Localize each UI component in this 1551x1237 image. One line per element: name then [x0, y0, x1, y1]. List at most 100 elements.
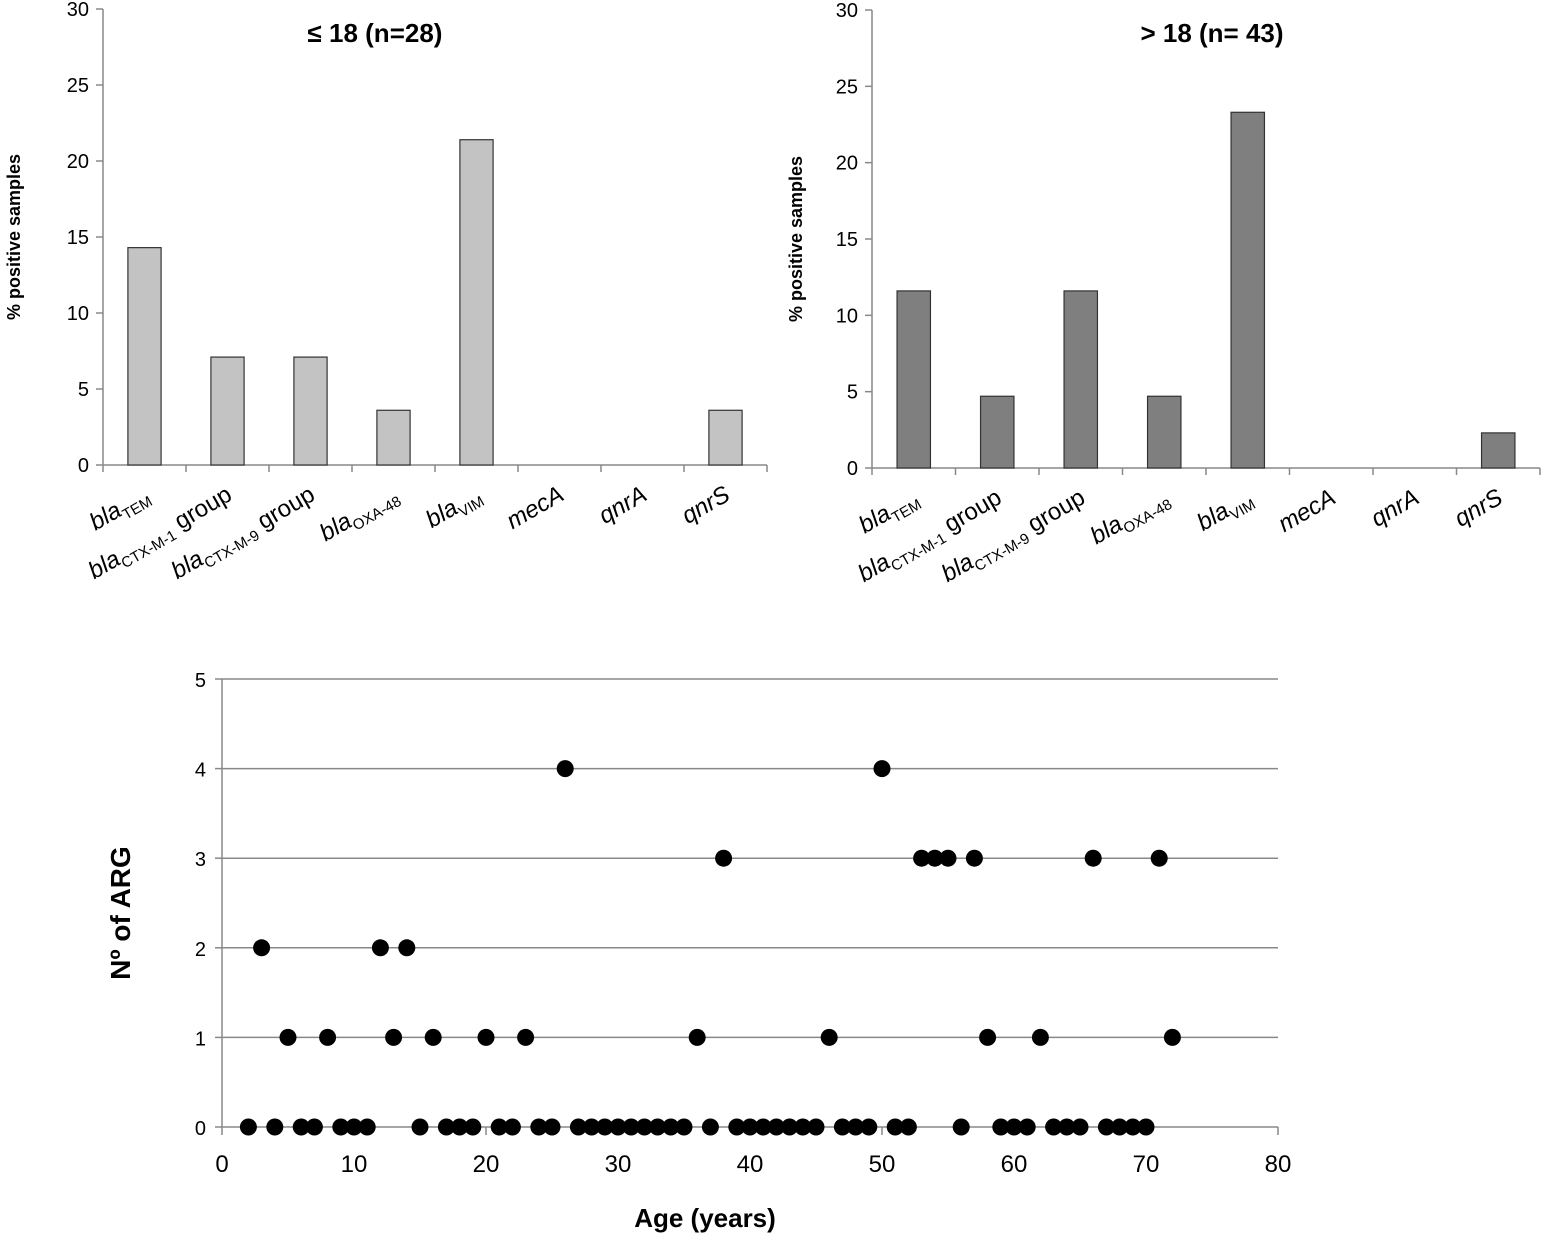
x-tick-label: 50 — [869, 1151, 896, 1178]
data-point — [662, 1118, 680, 1136]
category-suffix: group — [1017, 484, 1089, 541]
data-point — [1163, 1028, 1181, 1046]
data-point — [1071, 1118, 1089, 1136]
data-point — [913, 849, 931, 867]
x-tick-label: 20 — [473, 1151, 500, 1178]
data-point — [979, 1028, 997, 1046]
data-point — [583, 1118, 601, 1136]
x-tick-label: 70 — [1133, 1151, 1160, 1178]
data-point — [385, 1028, 403, 1046]
category-gene-name: bla — [937, 548, 978, 587]
data-point — [437, 1118, 455, 1136]
y-tick-label: 25 — [836, 76, 858, 98]
category-subscript: CTX-M-9 — [972, 530, 1033, 575]
x-tick-label: 10 — [341, 1151, 368, 1178]
data-point — [305, 1118, 323, 1136]
data-point — [424, 1028, 442, 1046]
data-point — [556, 760, 574, 778]
data-point — [517, 1028, 535, 1046]
data-point — [543, 1118, 561, 1136]
data-point — [1031, 1028, 1049, 1046]
x-tick-label: 60 — [1001, 1151, 1028, 1178]
bar — [210, 356, 245, 466]
data-point — [530, 1118, 548, 1136]
y-tick-label: 5 — [78, 379, 89, 401]
y-tick-label: 30 — [67, 0, 89, 21]
x-category-label: qnrA — [1366, 484, 1423, 533]
chart-title: ≤ 18 (n=28) — [308, 18, 443, 48]
data-point — [596, 1118, 614, 1136]
y-axis-title: % positive samples — [4, 154, 24, 320]
category-gene-name: qnrS — [1450, 484, 1507, 533]
x-category-label: blaTEM — [85, 481, 156, 540]
bar — [1146, 395, 1182, 469]
data-point — [1045, 1118, 1063, 1136]
category-gene-name: mecA — [1274, 484, 1341, 538]
data-point — [939, 849, 957, 867]
data-point — [860, 1118, 878, 1136]
category-suffix: group — [934, 484, 1006, 541]
data-point — [398, 939, 416, 957]
data-point — [490, 1118, 508, 1136]
y-tick-label: 0 — [78, 455, 89, 477]
data-point — [477, 1028, 495, 1046]
data-point — [358, 1118, 376, 1136]
y-tick-label: 10 — [67, 303, 89, 325]
data-point — [728, 1118, 746, 1136]
category-subscript: OXA-48 — [350, 493, 405, 534]
x-category-label: blaVIM — [1192, 484, 1258, 540]
data-point — [794, 1118, 812, 1136]
y-tick-label: 15 — [67, 227, 89, 249]
data-point — [279, 1028, 297, 1046]
data-point — [239, 1118, 257, 1136]
y-axis-title: % positive samples — [786, 156, 806, 322]
data-point — [886, 1118, 904, 1136]
category-gene-name: bla — [315, 507, 356, 546]
category-gene-name: bla — [1192, 497, 1233, 536]
y-tick-label: 25 — [67, 75, 89, 97]
x-category-label: blaTEM — [854, 484, 925, 543]
data-point — [675, 1118, 693, 1136]
data-point — [899, 1118, 917, 1136]
data-point — [266, 1118, 284, 1136]
category-suffix: group — [164, 481, 236, 538]
x-category-label: qnrS — [1450, 484, 1507, 533]
data-point — [609, 1118, 627, 1136]
data-point — [833, 1118, 851, 1136]
x-category-label: blaCTX-M-1 group — [853, 484, 1008, 591]
x-category-label: blaCTX-M-1 group — [84, 481, 239, 588]
data-point — [807, 1118, 825, 1136]
y-tick-label: 10 — [836, 305, 858, 327]
data-point — [820, 1028, 838, 1046]
data-point — [781, 1118, 799, 1136]
x-category-label: qnrS — [677, 481, 734, 530]
data-point — [569, 1118, 587, 1136]
data-point — [411, 1118, 429, 1136]
x-category-label: blaCTX-M-9 group — [167, 481, 322, 588]
data-point — [965, 849, 983, 867]
data-point — [1137, 1118, 1155, 1136]
data-point — [1111, 1118, 1129, 1136]
x-category-label: blaOXA-48 — [315, 481, 404, 551]
category-gene-name: bla — [85, 497, 126, 536]
category-gene-name: qnrA — [1366, 484, 1423, 533]
bar — [459, 139, 494, 466]
data-point — [1005, 1118, 1023, 1136]
data-point — [754, 1118, 772, 1136]
x-tick-label: 80 — [1265, 1151, 1292, 1178]
category-gene-name: mecA — [502, 481, 569, 535]
data-point — [1084, 849, 1102, 867]
data-point — [701, 1118, 719, 1136]
category-gene-name: qnrA — [594, 481, 651, 530]
chart-title: > 18 (n= 43) — [1140, 18, 1283, 48]
data-point — [992, 1118, 1010, 1136]
x-tick-label: 40 — [737, 1151, 764, 1178]
data-point — [332, 1118, 350, 1136]
y-tick-label: 4 — [195, 760, 206, 782]
x-axis-title: Age (years) — [634, 1203, 776, 1233]
x-category-label: qnrA — [594, 481, 651, 530]
data-point — [741, 1118, 759, 1136]
